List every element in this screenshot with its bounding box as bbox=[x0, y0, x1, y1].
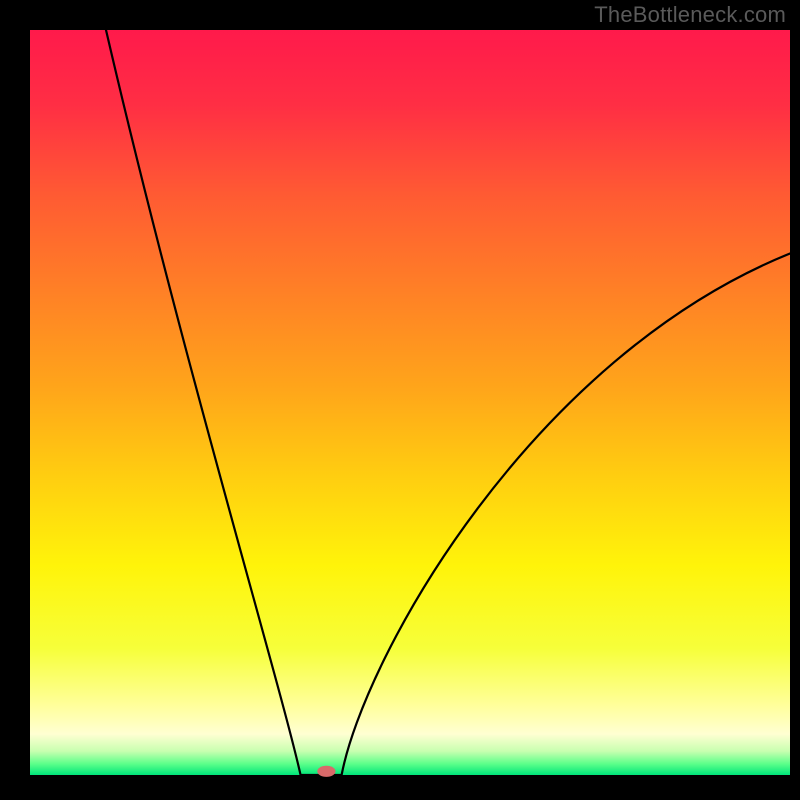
plot-background bbox=[30, 30, 790, 775]
watermark-text: TheBottleneck.com bbox=[594, 2, 786, 28]
bottleneck-chart bbox=[0, 0, 800, 800]
chart-container: TheBottleneck.com bbox=[0, 0, 800, 800]
optimal-marker bbox=[317, 766, 335, 777]
